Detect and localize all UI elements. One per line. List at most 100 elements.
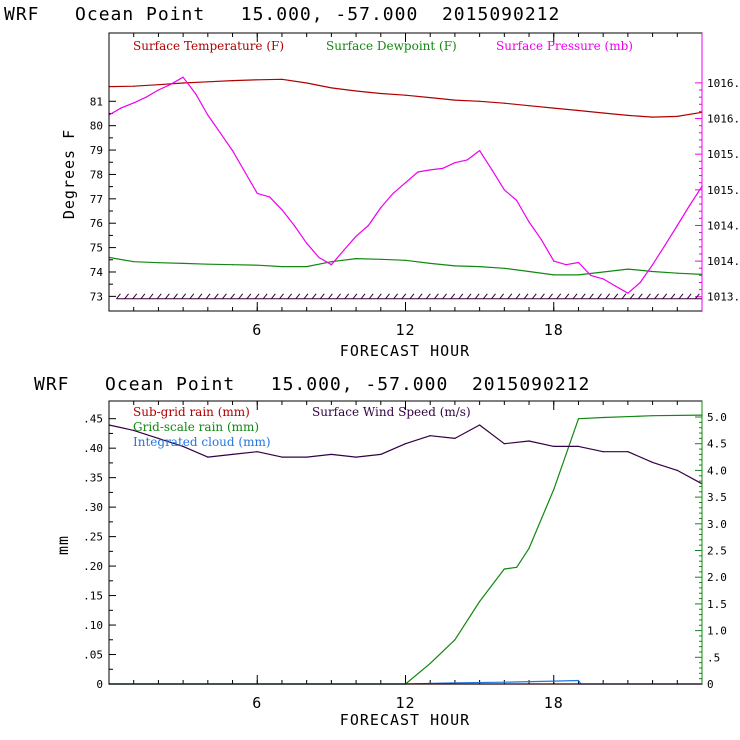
wind-barb bbox=[597, 293, 602, 300]
surface-pressure-point bbox=[219, 132, 221, 134]
wind-barb bbox=[482, 293, 488, 300]
wind-barb bbox=[328, 293, 333, 300]
surface-temperature-point bbox=[454, 99, 456, 101]
surface-pressure-point bbox=[404, 182, 407, 184]
precipitation-y-tick-label: .40 bbox=[83, 442, 103, 455]
surface-wind-speed-point bbox=[553, 445, 555, 447]
wind-barb bbox=[580, 293, 586, 300]
temperature-y-tick-label: 78 bbox=[90, 168, 103, 181]
surface-wind-speed-point bbox=[231, 453, 234, 455]
wind-barb bbox=[352, 293, 358, 300]
surface-pressure-point bbox=[157, 89, 159, 91]
legend-sub-grid-rain: Sub-grid rain (mm) bbox=[133, 405, 250, 419]
surface-pressure-point bbox=[540, 239, 543, 241]
wind-barb bbox=[189, 293, 195, 300]
wind-barb bbox=[287, 293, 293, 300]
precipitation-y2-tick-label: 2.5 bbox=[707, 545, 727, 558]
temperature-y2-tick-label: 1015.0 bbox=[707, 184, 740, 197]
wind-barb bbox=[629, 293, 635, 300]
wind-barb bbox=[450, 293, 456, 300]
wind-barb bbox=[262, 293, 268, 300]
surface-pressure-point bbox=[528, 221, 530, 223]
wind-barb bbox=[197, 293, 203, 300]
surface-pressure-point bbox=[503, 189, 505, 191]
precipitation-y-tick-label: .25 bbox=[83, 531, 103, 544]
wind-barb bbox=[613, 293, 619, 300]
surface-dewpoint-point bbox=[676, 272, 678, 274]
wind-barb bbox=[417, 293, 423, 300]
precipitation-y2-tick-label: .5 bbox=[707, 651, 720, 664]
precipitation-panel: WRF Ocean Point 15.000, -57.000 20150902… bbox=[34, 374, 727, 729]
wind-barb bbox=[515, 293, 521, 300]
wind-barb bbox=[385, 293, 390, 300]
surface-temperature-point bbox=[355, 90, 357, 92]
grid-scale-rain-point bbox=[516, 566, 518, 568]
surface-pressure-point bbox=[553, 260, 555, 262]
wind-barb bbox=[173, 293, 178, 300]
surface-temperature-point bbox=[553, 107, 555, 109]
wind-barb bbox=[303, 293, 309, 300]
temperature-y2-tick-label: 1014.0 bbox=[707, 255, 740, 268]
surface-pressure-point bbox=[664, 244, 666, 246]
surface-pressure-point bbox=[170, 83, 172, 85]
surface-pressure-point bbox=[194, 93, 197, 95]
wind-barb bbox=[368, 293, 374, 300]
surface-wind-speed-point bbox=[479, 424, 481, 426]
wind-barb bbox=[548, 293, 553, 300]
wind-barb bbox=[311, 293, 317, 300]
wind-barb bbox=[654, 293, 659, 300]
temperature-y-tick-label: 81 bbox=[90, 95, 103, 108]
surface-wind-speed-point bbox=[182, 445, 184, 447]
surface-pressure-point bbox=[306, 242, 308, 244]
wind-barb bbox=[116, 293, 121, 300]
temperature-legend: Surface Temperature (F) Surface Dewpoint… bbox=[133, 39, 633, 53]
surface-dewpoint-point bbox=[503, 267, 505, 269]
surface-pressure-point bbox=[614, 285, 617, 287]
precipitation-y-tick-label: .10 bbox=[83, 619, 103, 632]
surface-pressure-point bbox=[454, 162, 456, 164]
surface-pressure-point bbox=[639, 281, 641, 284]
wind-barb bbox=[425, 293, 431, 300]
temperature-y2-tick-label: 1014.5 bbox=[707, 219, 740, 232]
precipitation-y-tick-label: .05 bbox=[83, 649, 103, 662]
precipitation-y-tick-label: .15 bbox=[83, 590, 103, 603]
surface-wind-speed-point bbox=[454, 437, 456, 439]
precipitation-y2-tick-label: 5.0 bbox=[707, 411, 727, 424]
surface-temperature-point bbox=[676, 115, 678, 117]
precipitation-y2-tick-label: 1.5 bbox=[707, 598, 727, 611]
precipitation-y2-tick-label: 3.5 bbox=[707, 491, 727, 504]
surface-temperature-point bbox=[577, 109, 580, 112]
precipitation-y2-tick-label: 0 bbox=[707, 678, 714, 691]
wind-barb bbox=[531, 293, 537, 300]
legend-surface-dewpoint: Surface Dewpoint (F) bbox=[326, 39, 457, 53]
surface-dewpoint-point bbox=[627, 268, 629, 270]
surface-wind-speed-point bbox=[676, 469, 678, 471]
surface-temperature-point bbox=[231, 80, 234, 82]
precipitation-y2-tick-label: 2.0 bbox=[707, 571, 727, 584]
surface-pressure-point bbox=[318, 256, 320, 259]
surface-pressure-point bbox=[442, 167, 444, 169]
temperature-y-tick-label: 80 bbox=[90, 120, 103, 133]
precipitation-y2-tick-label: 4.5 bbox=[707, 438, 727, 451]
surface-dewpoint-point bbox=[157, 262, 159, 264]
surface-pressure-point bbox=[491, 169, 493, 171]
surface-pressure-point bbox=[565, 264, 567, 266]
grid-scale-rain-point bbox=[553, 488, 555, 490]
wind-barb bbox=[279, 293, 284, 300]
surface-pressure-point bbox=[120, 107, 122, 109]
grid-scale-rain-point bbox=[503, 568, 505, 570]
wind-barb bbox=[401, 293, 407, 300]
wind-barb bbox=[678, 293, 684, 300]
wind-barb bbox=[605, 293, 611, 300]
temperature-y-tick-label: 79 bbox=[90, 144, 103, 157]
wind-barb bbox=[523, 293, 529, 300]
surface-pressure-point bbox=[516, 199, 518, 202]
precipitation-y-tick-label: .45 bbox=[83, 413, 103, 426]
wind-barb bbox=[238, 293, 244, 300]
surface-dewpoint-point bbox=[404, 259, 407, 261]
surface-temperature-point bbox=[133, 85, 135, 87]
surface-dewpoint-point bbox=[330, 261, 332, 263]
grid-scale-rain-point bbox=[454, 639, 456, 641]
surface-dewpoint-point bbox=[429, 262, 431, 264]
